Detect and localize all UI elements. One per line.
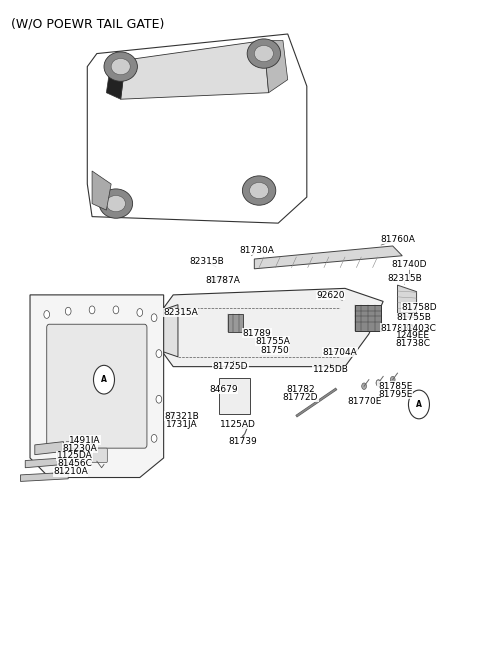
Text: 81772D: 81772D (283, 393, 318, 402)
Circle shape (65, 307, 71, 315)
Text: 87321B: 87321B (165, 412, 199, 421)
Text: 81230A: 81230A (63, 443, 97, 453)
FancyBboxPatch shape (218, 378, 250, 413)
Circle shape (362, 383, 366, 390)
Ellipse shape (104, 52, 137, 81)
Polygon shape (107, 60, 125, 99)
Circle shape (167, 411, 175, 422)
Circle shape (113, 306, 119, 314)
Text: 81787A: 81787A (206, 276, 241, 285)
Text: 81760A: 81760A (380, 235, 415, 244)
Text: 1125DA: 1125DA (57, 451, 92, 460)
Text: 81456C: 81456C (57, 459, 92, 468)
Text: A: A (101, 375, 107, 384)
Text: 81795E: 81795E (378, 390, 412, 398)
Ellipse shape (247, 39, 281, 68)
Text: 81738C: 81738C (396, 339, 431, 348)
Circle shape (94, 365, 115, 394)
Text: 81704A: 81704A (323, 348, 358, 357)
Text: 81770E: 81770E (347, 398, 381, 406)
Text: 84679: 84679 (209, 385, 238, 394)
Circle shape (151, 314, 157, 322)
Circle shape (151, 434, 157, 442)
Text: A: A (416, 400, 422, 409)
Text: 81740D: 81740D (392, 261, 427, 269)
Polygon shape (211, 276, 226, 281)
Text: (W/O POEWR TAIL GATE): (W/O POEWR TAIL GATE) (11, 18, 164, 31)
Polygon shape (159, 288, 383, 367)
Circle shape (89, 306, 95, 314)
FancyBboxPatch shape (228, 314, 243, 332)
Polygon shape (92, 171, 111, 210)
Text: 1125AD: 1125AD (220, 420, 255, 428)
Text: 82315B: 82315B (387, 274, 422, 283)
Text: 1731JA: 1731JA (166, 420, 198, 428)
Text: 1125DB: 1125DB (313, 365, 348, 375)
Text: 81755A: 81755A (255, 337, 290, 346)
Text: 81758D: 81758D (401, 303, 437, 312)
Text: 1249EE: 1249EE (396, 331, 430, 341)
Polygon shape (254, 246, 402, 269)
Text: 82315A: 82315A (163, 308, 198, 317)
Text: 81788A: 81788A (380, 324, 415, 333)
Polygon shape (30, 295, 164, 477)
Polygon shape (35, 441, 63, 455)
Ellipse shape (99, 189, 132, 218)
FancyBboxPatch shape (47, 324, 147, 448)
Polygon shape (159, 305, 178, 357)
Circle shape (137, 309, 143, 316)
Polygon shape (25, 458, 63, 468)
Circle shape (44, 310, 49, 318)
Text: 81789: 81789 (242, 329, 271, 338)
Ellipse shape (250, 182, 269, 198)
Ellipse shape (254, 45, 274, 62)
Text: 81782: 81782 (286, 385, 315, 394)
Text: 81210A: 81210A (53, 467, 88, 476)
Polygon shape (120, 41, 269, 99)
Text: 82315B: 82315B (189, 257, 224, 266)
Text: 11403C: 11403C (402, 324, 436, 333)
Ellipse shape (107, 195, 125, 212)
Text: 81785E: 81785E (378, 382, 412, 390)
Polygon shape (264, 41, 288, 93)
Text: 92620: 92620 (316, 291, 345, 300)
Circle shape (156, 350, 162, 358)
Ellipse shape (111, 58, 130, 75)
Polygon shape (397, 285, 417, 318)
Circle shape (376, 380, 381, 386)
Circle shape (408, 390, 430, 419)
Text: 81730A: 81730A (239, 246, 274, 255)
Ellipse shape (242, 176, 276, 205)
Polygon shape (21, 472, 68, 481)
Text: 1491JA: 1491JA (69, 436, 101, 445)
FancyBboxPatch shape (58, 448, 108, 462)
Circle shape (390, 377, 395, 383)
Text: 81750: 81750 (260, 346, 289, 355)
Text: 81725D: 81725D (213, 362, 248, 371)
Text: 81739: 81739 (228, 437, 257, 446)
FancyBboxPatch shape (355, 305, 381, 331)
Text: 81755B: 81755B (397, 313, 432, 322)
Circle shape (156, 396, 162, 403)
